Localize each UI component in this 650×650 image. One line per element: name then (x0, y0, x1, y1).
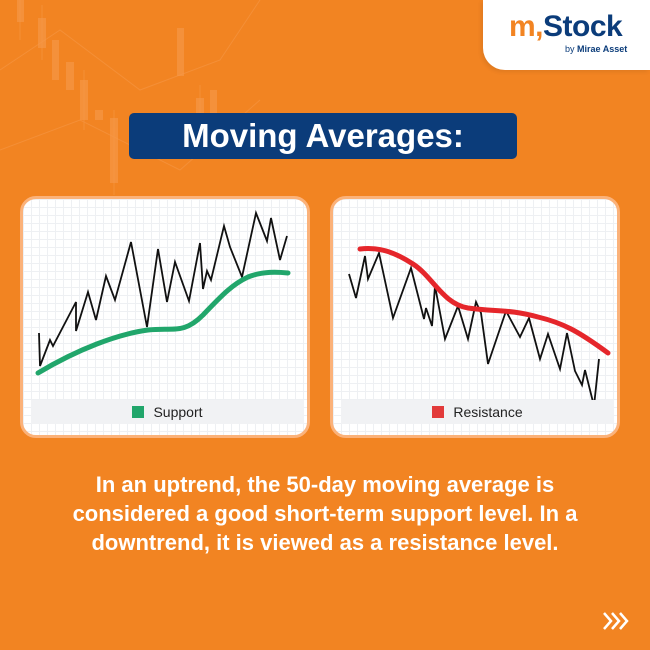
resistance-chart-card: Resistance (330, 196, 620, 438)
support-chart (35, 209, 291, 376)
resistance-legend-label: Resistance (453, 404, 523, 420)
support-moving-average-line (35, 269, 291, 376)
logo-prefix: m, (509, 10, 544, 43)
support-swatch (132, 406, 145, 418)
mstock-logo: m,Stock by Mirae Asset (483, 0, 650, 70)
chevron-double-right-icon[interactable] (601, 609, 631, 633)
logo-name: Stock (543, 10, 623, 43)
price-line (38, 209, 288, 367)
resistance-chart (348, 246, 611, 407)
price-line (348, 250, 600, 407)
resistance-moving-average-line (357, 246, 611, 356)
resistance-legend: Resistance (341, 400, 614, 424)
resistance-swatch (432, 406, 445, 418)
logo-tagline: by Mirae Asset (565, 44, 627, 54)
logo-wordmark: m,Stock (509, 10, 623, 44)
support-legend-label: Support (153, 404, 203, 420)
support-chart-card: Support (20, 196, 310, 438)
description-text: In an uptrend, the 50-day moving average… (72, 472, 578, 555)
support-legend: Support (31, 400, 304, 424)
page-title: Moving Averages: (129, 113, 517, 159)
logo-company: Mirae Asset (577, 44, 628, 54)
logo-by: by (565, 44, 578, 54)
